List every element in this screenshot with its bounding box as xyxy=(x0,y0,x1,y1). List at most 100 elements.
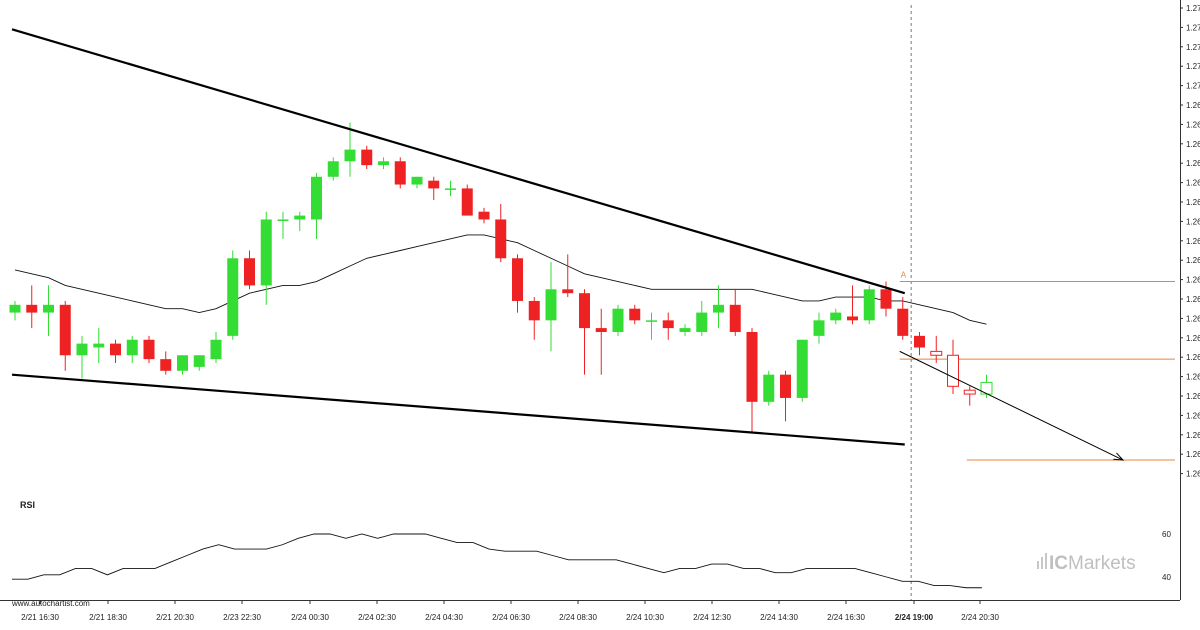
candle-body xyxy=(260,219,272,286)
candle-body xyxy=(311,176,322,220)
candle-body xyxy=(729,304,741,332)
price-tick-label: 1.2722 xyxy=(1186,4,1200,13)
candle-body xyxy=(143,339,155,360)
time-tick-label: 2/24 10:30 xyxy=(626,613,664,622)
price-tick-label: 1.2617 xyxy=(1186,411,1200,420)
price-tick-label: 1.2647 xyxy=(1186,295,1200,304)
candle-body xyxy=(193,355,205,367)
candle-body xyxy=(445,188,456,190)
price-tick-label: 1.2677 xyxy=(1186,179,1200,188)
time-tick-label: 2/24 16:30 xyxy=(827,613,865,622)
price-tick-label: 1.2707 xyxy=(1186,62,1200,71)
candlesticks xyxy=(9,122,993,433)
candle-body xyxy=(863,289,875,321)
rsi-line xyxy=(12,533,982,589)
candle-body xyxy=(545,289,557,321)
price-tick-label: 1.2627 xyxy=(1186,373,1200,382)
price-tick-label: 1.2687 xyxy=(1186,140,1200,149)
candle-body xyxy=(696,312,708,332)
price-tick-label: 1.2657 xyxy=(1186,256,1200,265)
candle-body xyxy=(512,258,523,301)
price-tick-label: 1.2607 xyxy=(1186,450,1200,459)
candle-body xyxy=(177,355,188,371)
rsi-panel: 60 40 xyxy=(12,530,1171,589)
candle-body xyxy=(679,328,691,332)
icmarkets-logo: ICMarkets xyxy=(1037,553,1136,574)
candle-body xyxy=(880,289,892,309)
candle-body xyxy=(411,176,423,185)
time-tick-label: 2/21 20:30 xyxy=(156,613,194,622)
candle-body xyxy=(478,211,490,220)
rsi-tick-label: 60 xyxy=(1162,530,1171,539)
candle-body xyxy=(980,381,993,395)
candle-body xyxy=(210,339,222,360)
time-tick-label: 2/21 16:30 xyxy=(21,613,59,622)
candle-body xyxy=(26,304,38,313)
price-tick-label: 1.2632 xyxy=(1186,353,1200,362)
price-tick-label: 1.2717 xyxy=(1186,23,1200,32)
candle-body xyxy=(914,335,925,348)
price-tick-label: 1.2652 xyxy=(1186,276,1200,285)
forecast-arrow-line xyxy=(899,350,1124,461)
time-tick-label: 2/24 12:30 xyxy=(693,613,731,622)
candle-body xyxy=(947,354,959,387)
rsi-tick-label: 40 xyxy=(1162,573,1171,582)
candle-body xyxy=(847,316,858,321)
price-axis-labels: 1.2722 1.2717 1.2712 1.2707 1.2702 1.2697 1.26… xyxy=(1180,4,1200,479)
candle-body xyxy=(780,374,791,398)
candle-body xyxy=(378,161,389,166)
price-tick-label: 1.2622 xyxy=(1186,392,1200,401)
candle-body xyxy=(244,258,255,286)
candle-body xyxy=(763,374,775,402)
time-tick-label: 2/24 14:30 xyxy=(760,613,798,622)
candle-body xyxy=(294,215,306,220)
logo-text-ic: IC xyxy=(1049,553,1068,574)
autochartist-watermark: www.autochartist.com xyxy=(11,599,90,608)
time-tick-label: 2/24 19:00 xyxy=(895,613,934,622)
logo-text-markets: Markets xyxy=(1068,553,1136,574)
time-tick-label: 2/23 22:30 xyxy=(223,613,261,622)
candle-body xyxy=(629,308,641,321)
level-marker-label: A xyxy=(901,271,907,280)
price-tick-label: 1.2712 xyxy=(1186,43,1200,52)
candle-body xyxy=(227,258,239,336)
time-tick-label: 2/24 00:30 xyxy=(291,613,329,622)
time-tick-label: 2/24 20:30 xyxy=(961,613,999,622)
candle-body xyxy=(646,320,657,322)
time-tick-label: 2/24 04:30 xyxy=(425,613,463,622)
candle-body xyxy=(595,328,607,332)
candle-body xyxy=(930,350,943,356)
resistance-line xyxy=(11,28,906,295)
candle-body xyxy=(43,304,54,313)
candle-body xyxy=(897,308,909,336)
price-tick-label: 1.2702 xyxy=(1186,82,1200,91)
candle-body xyxy=(93,343,105,348)
support-line xyxy=(11,373,905,446)
rsi-title: RSI xyxy=(20,500,35,510)
candle-body xyxy=(830,312,842,321)
candle-body xyxy=(394,161,406,185)
candle-body xyxy=(9,304,21,313)
time-tick-label: 2/24 06:30 xyxy=(492,613,530,622)
candle-body xyxy=(662,320,674,329)
time-axis-labels: 2/21 16:30 2/21 18:30 2/21 20:30 2/23 22:30… xyxy=(21,600,999,622)
candle-body xyxy=(713,304,724,313)
candle-body xyxy=(428,180,440,189)
candle-body xyxy=(562,289,574,294)
candle-body xyxy=(277,219,289,221)
price-tick-label: 1.2642 xyxy=(1186,314,1200,323)
price-tick-label: 1.2682 xyxy=(1186,159,1200,168)
candle-body xyxy=(361,149,373,166)
logo-bars-icon xyxy=(1037,553,1047,569)
candle-body xyxy=(461,188,473,216)
candle-body xyxy=(160,359,172,371)
forecast-arrow-head xyxy=(1113,452,1125,461)
price-tick-label: 1.2612 xyxy=(1186,431,1200,440)
price-tick-label: 1.2662 xyxy=(1186,237,1200,246)
candle-body xyxy=(59,304,71,356)
candle-body xyxy=(963,389,976,395)
time-tick-label: 2/24 02:30 xyxy=(358,613,396,622)
candle-body xyxy=(612,308,624,332)
time-tick-label: 2/21 18:30 xyxy=(89,613,127,622)
candle-body xyxy=(76,343,88,356)
